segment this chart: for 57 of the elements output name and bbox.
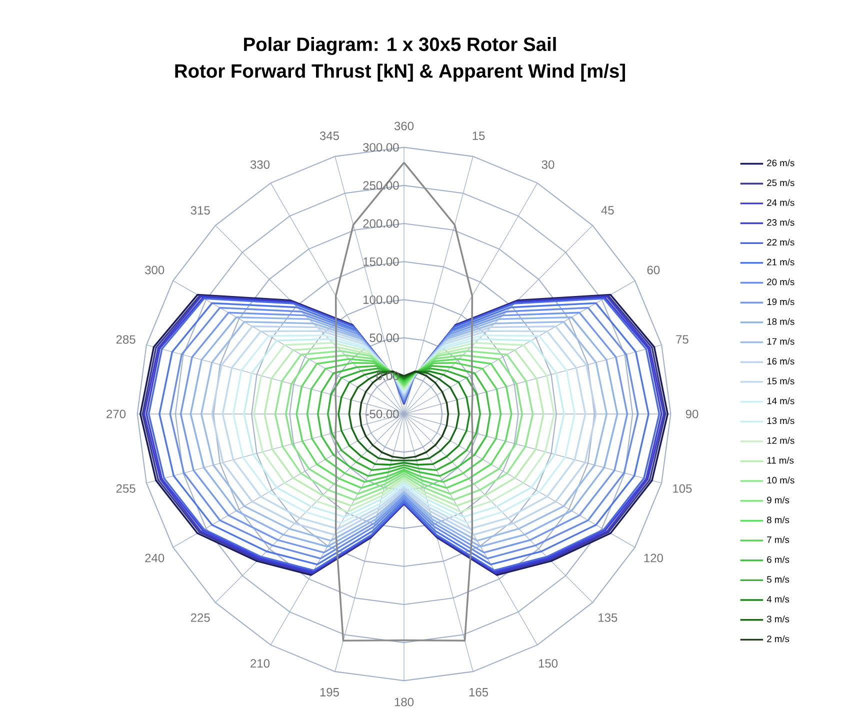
spoke-label: 150 xyxy=(538,659,558,668)
legend-label: 25 m/s xyxy=(767,179,794,186)
spoke-label: 360 xyxy=(394,122,414,130)
legend-label: 11 m/s xyxy=(767,456,794,464)
legend-label: 18 m/s xyxy=(767,318,794,325)
legend-label: 22 m/s xyxy=(767,238,794,246)
legend-label: 23 m/s xyxy=(767,218,794,226)
legend-label: 7 m/s xyxy=(767,536,790,544)
legend-label: 19 m/s xyxy=(767,298,794,306)
legend-label: 17 m/s xyxy=(767,338,794,345)
spoke-label: 30 xyxy=(542,160,554,169)
spoke-label: 195 xyxy=(320,688,339,696)
spoke-label: 255 xyxy=(116,484,136,493)
spoke-label: 75 xyxy=(676,335,688,344)
spoke-label: 135 xyxy=(598,613,618,622)
spoke-label: 330 xyxy=(250,160,270,169)
spoke-label: 90 xyxy=(686,410,698,418)
spoke-label: 165 xyxy=(469,688,488,696)
y-tick-label: 0.00 xyxy=(376,372,399,380)
legend-label: 8 m/s xyxy=(767,516,790,524)
spoke-label: 15 xyxy=(472,132,485,140)
legend-label: 14 m/s xyxy=(767,397,794,404)
legend-label: 16 m/s xyxy=(767,358,794,365)
chart-subtitle: Rotor Forward Thrust [kN] & Apparent Wind [m/s] xyxy=(175,64,625,82)
spoke-label: 45 xyxy=(601,206,614,215)
spoke-label: 240 xyxy=(145,554,164,562)
spoke-label: 60 xyxy=(647,266,660,274)
legend-label: 10 m/s xyxy=(767,476,794,484)
legend-label: 3 m/s xyxy=(766,615,790,622)
legend-label: 15 m/s xyxy=(767,378,794,384)
spoke-label: 120 xyxy=(644,554,663,562)
legend-label: 21 m/s xyxy=(767,258,794,266)
legend-label: 13 m/s xyxy=(767,417,794,424)
y-tick-label: 100.00 xyxy=(364,295,399,304)
legend-label: 2 m/s xyxy=(767,635,790,642)
spoke-label: 105 xyxy=(673,484,692,493)
spoke-label: 315 xyxy=(190,206,210,215)
spoke-label: 180 xyxy=(394,698,414,706)
legend-label: 4 m/s xyxy=(766,596,790,602)
y-tick-label: 50.00 xyxy=(370,334,399,342)
legend-label: 12 m/s xyxy=(767,437,794,444)
spoke-label: 270 xyxy=(106,410,126,418)
spoke-label: 300 xyxy=(145,266,164,274)
y-tick-label: 200.00 xyxy=(363,219,399,228)
spoke-label: 225 xyxy=(190,613,210,622)
y-tick-label: 150.00 xyxy=(364,257,399,266)
legend-label: 24 m/s xyxy=(767,199,794,206)
legend-label: 9 m/s xyxy=(767,496,790,504)
spoke-label: 285 xyxy=(116,335,136,344)
spoke-label: 345 xyxy=(320,132,339,140)
y-tick-label: 300.00 xyxy=(363,143,399,152)
legend-label: 20 m/s xyxy=(767,278,794,286)
spoke-label: 210 xyxy=(250,659,270,668)
legend-label: 5 m/s xyxy=(767,576,790,583)
legend-label: 26 m/s xyxy=(767,159,794,166)
legend-label: 6 m/s xyxy=(767,556,790,563)
chart-title: Polar Diagram: 1 x 30x5 Rotor Sail xyxy=(244,37,556,55)
